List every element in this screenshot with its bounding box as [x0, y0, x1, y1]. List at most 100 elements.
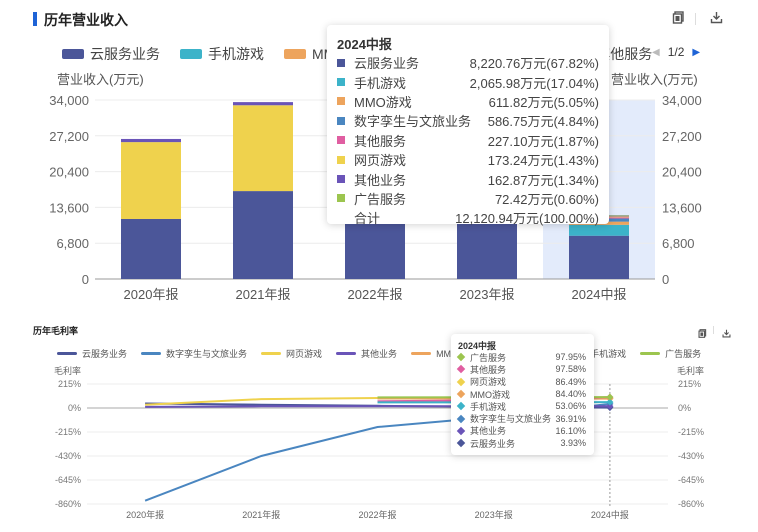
tooltip-series-name: 其他服务 [470, 364, 507, 375]
legend-swatch [62, 49, 84, 59]
data-point-marker[interactable] [606, 393, 614, 401]
tooltip-row: 数字孪生与文旅业务 36.91% [456, 412, 586, 424]
tooltip-row: 手机游戏 53.06% [456, 400, 586, 412]
triangle-left-icon[interactable]: ◀ [652, 46, 660, 58]
tooltip-row: 网页游戏 173.24万元(1.43%) [337, 150, 599, 169]
bar-segment[interactable] [569, 224, 629, 236]
tooltip-series-name: 其他业务 [354, 172, 407, 188]
data-point-marker[interactable] [606, 402, 614, 410]
revenue-section-title: 历年营业收入 [44, 12, 128, 28]
tooltip-series-name: MMO游戏 [470, 389, 510, 400]
y-tick-label-right: 0% [678, 403, 691, 413]
bar-segment[interactable] [121, 138, 181, 143]
copy-icon[interactable] [698, 325, 707, 343]
x-tick-label: 2021年报 [242, 509, 280, 520]
legend-item[interactable]: 广告服务 [640, 347, 701, 360]
y-tick-label-right: 27,200 [662, 129, 702, 144]
legend-line [261, 352, 282, 355]
bar-segment[interactable] [121, 142, 181, 219]
series-marker-icon [337, 116, 345, 125]
tooltip-row: 数字孪生与文旅业务 586.75万元(4.84%) [337, 111, 599, 130]
bar-segment[interactable] [121, 218, 181, 279]
tooltip-total-value: 12,120.94万元(100.00%) [455, 211, 599, 227]
tooltip-title: 2024中报 [458, 341, 497, 351]
data-point-marker[interactable] [606, 398, 614, 406]
tooltip-row: 其他业务 162.87万元(1.34%) [337, 169, 599, 188]
toolbar-divider [695, 13, 696, 25]
tooltip-row-left: 网页游戏 [337, 150, 406, 169]
y-tick-label-left: 6,800 [56, 236, 89, 251]
bar-segment[interactable] [233, 105, 293, 192]
legend-line [411, 352, 432, 355]
diamond-marker-icon [456, 438, 466, 448]
tooltip-series-name: 广告服务 [470, 352, 507, 363]
legend-item[interactable]: 云服务业务 [62, 44, 160, 64]
tooltip-row-left: 其他业务 [456, 424, 506, 437]
legend-label: 云服务业务 [90, 46, 160, 62]
tooltip-series-value: 162.87万元(1.34%) [487, 172, 599, 188]
diamond-marker-icon [456, 365, 466, 374]
y-tick-label-right: 6,800 [662, 236, 695, 251]
legend-item[interactable]: 网页游戏 [261, 347, 322, 360]
tooltip-series-name: 云服务业务 [354, 56, 420, 72]
y-tick-label-left: 34,000 [49, 93, 89, 108]
bar-segment[interactable] [233, 191, 293, 279]
tooltip-series-name: 其他业务 [470, 426, 507, 437]
x-tick-label: 2022年报 [358, 509, 396, 520]
legend-item[interactable]: 手机游戏 [180, 44, 264, 64]
series-marker-icon [337, 58, 345, 67]
copy-icon[interactable] [672, 11, 685, 27]
tooltip-row: 网页游戏 86.49% [456, 376, 586, 388]
legend-label: 其他业务 [361, 349, 398, 359]
tooltip-total-label: 合计 [354, 211, 381, 227]
legend-pager: ◀ 1/2 ▶ [652, 45, 700, 59]
tooltip-row-left: 手机游戏 [456, 400, 506, 413]
y-tick-label-right: -645% [678, 475, 704, 485]
toolbar-divider [713, 326, 714, 334]
margin-y-axis-label-left: 毛利率 [54, 366, 82, 376]
series-marker-icon [337, 175, 345, 184]
tooltip-row-left: 云服务业务 [456, 437, 515, 450]
legend-item[interactable]: 云服务业务 [57, 347, 127, 360]
tooltip-row: 其他业务 16.10% [456, 425, 586, 437]
y-tick-label-left: 0% [68, 403, 81, 413]
y-tick-label-left: 215% [58, 379, 81, 389]
tooltip-series-value: 72.42万元(0.60%) [494, 191, 599, 207]
y-tick-label-left: -430% [55, 451, 81, 461]
legend-label: 网页游戏 [286, 349, 323, 359]
x-tick-label: 2023年报 [475, 509, 513, 520]
tooltip-series-value: 8,220.76万元(67.82%) [469, 56, 599, 72]
triangle-right-icon[interactable]: ▶ [692, 46, 701, 58]
legend-line [141, 352, 162, 355]
margin-tooltip: 2024中报 广告服务 97.95% 其他服务 97.58% 网页游戏 86.49% MMO… [451, 334, 594, 455]
download-icon[interactable] [710, 11, 723, 27]
legend-label: 云服务业务 [82, 349, 128, 359]
series-marker-icon [337, 97, 345, 106]
tooltip-row-left: 数字孪生与文旅业务 [456, 412, 551, 425]
tooltip-row: MMO游戏 84.40% [456, 388, 586, 400]
diamond-marker-icon [456, 389, 466, 399]
y-tick-label-right: 13,600 [662, 200, 702, 215]
diamond-marker-icon [456, 414, 466, 423]
y-tick-label-left: -645% [55, 475, 81, 485]
y-tick-label-left: 27,200 [49, 129, 89, 144]
bar-segment[interactable] [233, 102, 293, 106]
diamond-marker-icon [456, 352, 466, 362]
y-tick-label-left: 20,400 [49, 165, 89, 180]
tooltip-row: 云服务业务 3.93% [456, 437, 586, 449]
x-tick-label: 2020年报 [124, 287, 179, 302]
tooltip-row-left: MMO游戏 [337, 92, 412, 111]
legend-item[interactable]: 数字孪生与文旅业务 [141, 347, 247, 360]
legend-line [640, 352, 661, 355]
tooltip-series-name: 网页游戏 [354, 153, 407, 169]
bar-segment[interactable] [569, 235, 629, 279]
tooltip-series-name: 广告服务 [354, 191, 407, 207]
tooltip-series-name: 数字孪生与文旅业务 [470, 414, 552, 425]
pager-label: 1/2 [667, 45, 685, 59]
legend-label: 数字孪生与文旅业务 [166, 349, 248, 359]
legend-item[interactable]: 其他业务 [336, 347, 397, 360]
legend-label: 手机游戏 [208, 46, 264, 62]
download-icon[interactable] [722, 325, 731, 343]
y-tick-label-right: -860% [678, 499, 704, 509]
x-tick-label: 2021年报 [236, 287, 291, 302]
